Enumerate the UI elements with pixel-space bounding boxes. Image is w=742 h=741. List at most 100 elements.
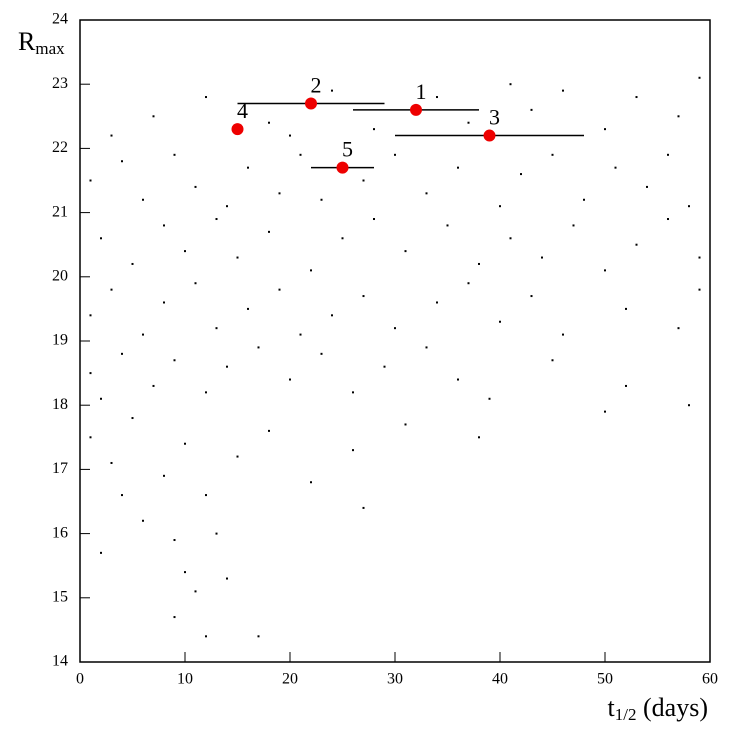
background-point <box>142 198 144 201</box>
background-point <box>257 635 260 638</box>
background-point <box>698 76 701 79</box>
background-point <box>173 616 176 619</box>
point-label: 1 <box>416 79 427 104</box>
background-point <box>89 436 92 439</box>
background-point <box>572 224 575 227</box>
background-point <box>362 506 365 509</box>
background-point <box>698 288 701 291</box>
background-point <box>121 160 123 163</box>
background-point <box>310 269 312 272</box>
background-point <box>100 551 102 554</box>
background-point <box>688 404 690 407</box>
background-point <box>488 397 491 400</box>
background-point <box>310 481 312 484</box>
background-point <box>551 359 554 362</box>
y-tick-label: 20 <box>52 267 68 284</box>
background-point <box>320 352 323 355</box>
x-tick-label: 10 <box>177 671 193 688</box>
background-point <box>478 262 480 265</box>
background-point <box>215 532 218 535</box>
background-point <box>509 83 512 86</box>
background-point <box>236 256 239 259</box>
background-point <box>100 237 102 240</box>
point-label: 2 <box>311 73 322 98</box>
background-point <box>131 262 134 265</box>
background-point <box>457 166 459 169</box>
background-point <box>184 571 186 574</box>
background-point <box>551 153 554 156</box>
background-point <box>194 282 197 285</box>
x-tick-label: 60 <box>702 671 718 688</box>
background-point <box>677 327 680 330</box>
background-point <box>331 314 333 317</box>
background-point <box>268 429 270 432</box>
background-point <box>173 539 176 542</box>
point-label: 3 <box>489 105 500 130</box>
background-point <box>278 288 281 291</box>
y-tick-label: 21 <box>52 203 68 220</box>
background-point <box>142 519 144 522</box>
background-point <box>205 391 207 394</box>
background-point <box>509 237 512 240</box>
background-point <box>499 320 501 323</box>
background-point <box>667 218 669 221</box>
background-point <box>635 96 638 99</box>
background-point <box>194 590 197 593</box>
background-point <box>646 185 648 188</box>
x-tick-label: 40 <box>492 671 508 688</box>
background-point <box>163 301 165 304</box>
y-tick-label: 14 <box>52 653 68 670</box>
background-point <box>362 295 365 298</box>
background-point <box>215 327 218 330</box>
background-point <box>110 461 113 464</box>
background-point <box>299 153 302 156</box>
background-point <box>446 224 449 227</box>
x-tick-label: 20 <box>282 671 298 688</box>
y-tick-label: 18 <box>52 396 68 413</box>
background-point <box>205 635 207 638</box>
background-point <box>404 423 407 426</box>
background-point <box>320 198 323 201</box>
background-point <box>226 205 228 208</box>
background-point <box>152 384 155 387</box>
background-point <box>583 198 585 201</box>
background-point <box>100 397 102 400</box>
background-point <box>247 307 249 310</box>
background-point <box>425 192 428 195</box>
background-point <box>341 237 344 240</box>
y-tick-label: 22 <box>52 139 68 156</box>
background-point <box>110 288 113 291</box>
background-point <box>131 417 134 420</box>
highlighted-point <box>336 161 349 174</box>
point-label: 4 <box>237 98 248 123</box>
background-point <box>541 256 543 259</box>
background-point <box>625 307 627 310</box>
background-point <box>604 128 606 131</box>
background-point <box>331 89 333 92</box>
x-tick-label: 30 <box>387 671 403 688</box>
highlighted-point <box>483 129 496 142</box>
background-point <box>89 372 92 375</box>
background-point <box>121 494 123 497</box>
background-point <box>373 128 375 131</box>
background-point <box>215 218 218 221</box>
background-point <box>226 577 228 580</box>
background-point <box>247 166 249 169</box>
point-label: 5 <box>342 137 353 162</box>
background-point <box>236 455 239 458</box>
y-tick-label: 19 <box>52 332 68 349</box>
y-tick-label: 15 <box>52 588 68 605</box>
x-axis-title: t1/2 (days) <box>608 693 708 724</box>
x-tick-label: 0 <box>76 671 84 688</box>
background-point <box>394 327 396 330</box>
background-point <box>163 474 165 477</box>
background-point <box>394 153 396 156</box>
background-point <box>289 378 291 381</box>
background-point <box>625 384 627 387</box>
background-point <box>173 153 176 156</box>
background-point <box>268 230 270 233</box>
background-point <box>467 121 470 124</box>
plot-frame <box>79 19 711 663</box>
background-point <box>352 449 354 452</box>
